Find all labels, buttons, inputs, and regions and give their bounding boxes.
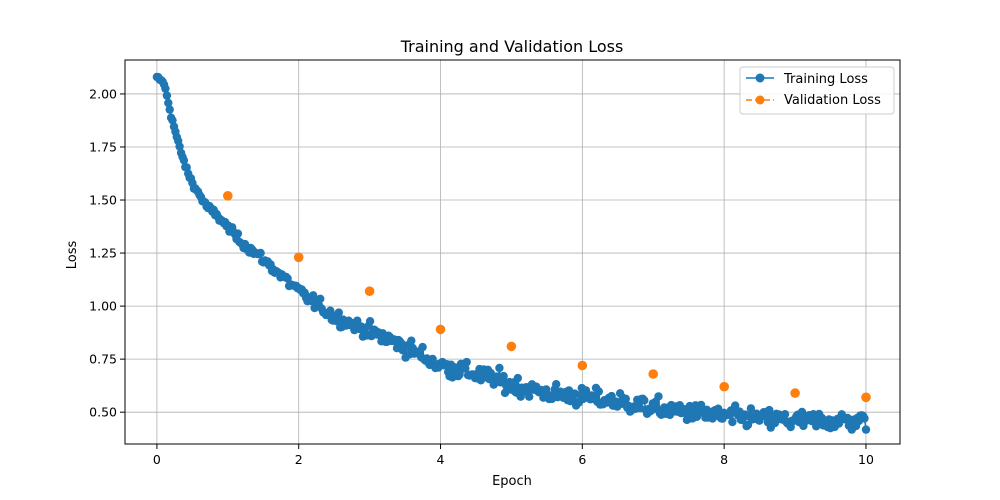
training-loss-point — [499, 371, 508, 381]
training-loss-point — [654, 392, 663, 401]
training-loss-point — [233, 229, 243, 238]
training-loss-point — [731, 401, 740, 410]
validation-loss-point — [790, 388, 800, 398]
series-layer — [152, 72, 871, 434]
y-tick-label: 0.75 — [89, 352, 117, 367]
training-loss-point — [168, 116, 177, 125]
y-tick-label: 1.50 — [89, 193, 117, 208]
series-training-loss — [152, 72, 871, 434]
training-loss-point — [728, 417, 737, 427]
x-tick-label: 2 — [295, 452, 303, 467]
x-axis: 0 2 4 6 8 10 — [153, 444, 874, 467]
training-loss-point — [316, 294, 325, 303]
training-loss-point — [309, 291, 318, 300]
training-loss-point — [812, 422, 821, 431]
validation-loss-point — [293, 252, 304, 263]
training-loss-point — [746, 404, 756, 413]
training-loss-point — [161, 84, 170, 93]
training-loss-point — [696, 400, 706, 410]
training-loss-point — [594, 387, 603, 396]
training-loss-point — [407, 336, 416, 345]
x-tick-label: 6 — [578, 452, 586, 467]
training-loss-point — [179, 156, 189, 165]
training-loss-point — [780, 410, 790, 419]
x-tick-label: 8 — [720, 452, 728, 467]
legend-box — [739, 66, 895, 115]
training-loss-point — [164, 98, 173, 108]
training-loss-point — [525, 392, 534, 401]
legend-training-marker — [755, 73, 765, 83]
legend-validation-marker — [755, 95, 765, 105]
y-axis: 0.50 0.75 1.00 1.25 1.50 1.75 2.00 — [89, 86, 125, 420]
validation-loss-point — [648, 369, 658, 379]
training-loss-point — [461, 364, 470, 373]
training-loss-point — [860, 414, 869, 423]
training-loss-point — [334, 308, 343, 317]
training-loss-point — [495, 363, 504, 373]
validation-loss-point — [861, 392, 871, 403]
training-loss-point — [552, 380, 561, 389]
training-loss-point — [462, 357, 471, 367]
y-tick-label: 2.00 — [89, 86, 117, 101]
chart-title: Training and Validation Loss — [400, 37, 624, 56]
training-loss-point — [861, 425, 871, 434]
plot-frame — [124, 59, 901, 445]
x-tick-label: 10 — [858, 452, 874, 467]
y-tick-label: 1.00 — [89, 299, 117, 314]
y-tick-label: 1.25 — [89, 246, 117, 261]
legend-training-label: Training Loss — [783, 72, 868, 87]
y-tick-label: 1.75 — [89, 139, 117, 154]
training-loss-point — [165, 105, 174, 114]
training-loss-point — [513, 373, 522, 383]
training-loss-point — [175, 142, 184, 151]
training-loss-point — [621, 394, 630, 403]
validation-loss-point — [435, 324, 446, 335]
x-tick-label: 0 — [153, 452, 161, 467]
training-loss-point — [256, 248, 265, 258]
training-loss-point — [365, 317, 375, 326]
validation-loss-point — [364, 286, 375, 297]
validation-loss-point — [223, 191, 233, 201]
x-tick-label: 4 — [437, 452, 445, 467]
validation-loss-point — [719, 381, 729, 392]
y-tick-label: 0.50 — [89, 405, 117, 420]
training-loss-point — [640, 396, 649, 405]
x-axis-label: Epoch — [492, 474, 532, 489]
legend: Training Loss Validation Loss — [739, 66, 895, 115]
validation-loss-point — [506, 341, 517, 352]
training-loss-point — [162, 91, 172, 100]
training-loss-point — [418, 342, 427, 352]
y-axis-label: Loss — [65, 241, 80, 270]
legend-validation-label: Validation Loss — [784, 93, 881, 108]
series-validation-loss — [223, 191, 871, 403]
validation-loss-point — [577, 360, 588, 371]
